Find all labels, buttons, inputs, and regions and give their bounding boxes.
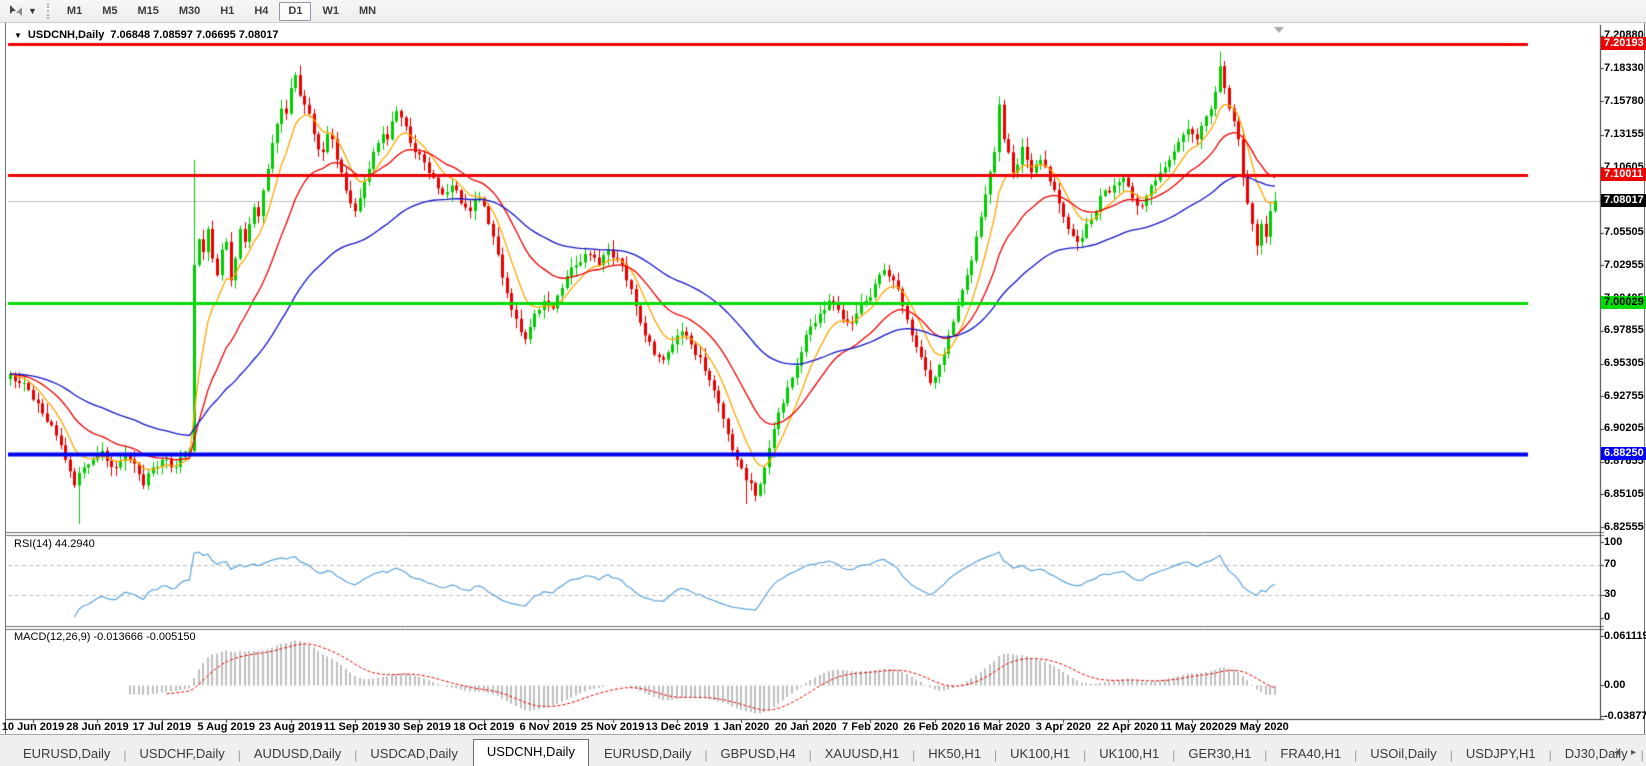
price-level-badge: 7.00029 [1601,296,1646,309]
timeframe-button-h4[interactable]: H4 [254,4,269,17]
date-axis-tick: 20 Jan 2020 [774,721,837,733]
date-axis-tick: 28 Jun 2019 [66,721,129,733]
timeframe-button-m15[interactable]: M15 [137,4,159,17]
tabs-scroll-left-icon[interactable]: ◂ [1613,747,1619,758]
chart-tab-xauusd[interactable]: XAUUSD,H1 [824,746,900,761]
chart-tab-audusd[interactable]: AUDUSD,Daily [253,746,342,761]
chart-tab-uk100[interactable]: UK100,H1 [1010,746,1071,761]
date-axis-tick: 18 Oct 2019 [453,721,515,733]
rsi-panel-title: RSI(14) 44.2940 [14,538,95,550]
date-axis-tick: 11 May 2020 [1160,721,1224,733]
rsi-axis-tick: 30 [1604,588,1617,601]
tab-separator: | [1449,748,1453,762]
date-axis-tick: 3 Apr 2020 [1035,721,1092,733]
chart-tabbar: EURUSD,Daily | USDCHF,Daily | AUDUSD,Daily | U… [0,734,1646,766]
timeframe-toolbar: ▼ M1 M5 M15 M30 H1 H4 D1 W1 MN [0,0,1646,23]
price-axis-tick: 6.85105 [1604,487,1644,500]
rsi-axis-tick: 70 [1604,558,1617,571]
timeframe-button-mn[interactable]: MN [358,4,377,17]
timeframe-button-d1[interactable]: D1 [279,1,312,21]
tab-separator: | [354,748,358,762]
timeframe-button-h1[interactable]: H1 [220,4,235,17]
macd-panel-title: MACD(12,26,9) -0.013666 -0.005150 [14,631,196,643]
chart-tab-ger30[interactable]: GER30,H1 [1188,746,1252,761]
price-axis-tick: 7.02955 [1604,258,1644,271]
price-axis-tick: 6.87655 [1604,455,1644,468]
chart-tab-usdcnh[interactable]: USDCNH,Daily [472,739,589,766]
price-axis-tick: 6.97855 [1604,324,1644,337]
chart-tab-usdjpy[interactable]: USDJPY,H1 [1465,746,1536,761]
tab-separator: | [1640,748,1644,762]
date-axis-tick: 22 Apr 2020 [1097,721,1159,733]
tabs-scroll-right-icon[interactable]: ▸ [1630,747,1636,758]
timeframe-button-w1[interactable]: W1 [322,4,339,17]
chart-tab-gbpusd[interactable]: GBPUSD,H4 [720,746,796,761]
macd-axis-tick: 0.00 [1604,678,1626,691]
tab-separator: | [1083,748,1087,762]
tab-separator: | [1172,748,1176,762]
chart-title: ▼ USDCNH,Daily 7.06848 7.08597 7.06695 7… [14,29,279,41]
timeframe-button-m5[interactable]: M5 [102,4,118,17]
price-axis-tick: 6.82555 [1604,520,1644,533]
chart-ohlc-values: 7.06848 7.08597 7.06695 7.08017 [110,29,279,41]
price-axis-tick: 6.90205 [1604,422,1644,435]
date-axis-tick: 25 Nov 2019 [580,721,645,733]
price-axis-tick: 7.15780 [1604,94,1644,107]
price-axis-tick: 6.95305 [1604,357,1644,370]
date-axis-tick: 5 Aug 2019 [197,721,256,733]
tab-separator: | [237,748,241,762]
chart-tab-usdchf[interactable]: USDCHF,Daily [139,746,225,761]
chart-tab-eurusd[interactable]: EURUSD,Daily [603,746,692,761]
date-axis-tick: 11 Sep 2019 [323,721,387,733]
chart-tab-hk50[interactable]: HK50,H1 [928,746,982,761]
timeframe-button-m1[interactable]: M1 [66,4,83,17]
date-axis-tick: 1 Jan 2020 [713,721,770,733]
tab-separator: | [1548,748,1552,762]
price-level-badge: 6.88250 [1601,447,1646,460]
price-axis-tick: 7.13155 [1604,128,1644,141]
price-level-badge: 7.20193 [1601,37,1646,51]
price-axis-tick: 7.10605 [1604,160,1644,173]
chart-tab-eurusd[interactable]: EURUSD,Daily [23,746,111,761]
date-axis-tick: 29 May 2020 [1224,721,1289,733]
chart-tools-icon[interactable] [6,3,26,19]
tab-separator: | [123,748,127,762]
date-axis-tick: 13 Dec 2019 [645,721,709,733]
timeframe-button-m30[interactable]: M30 [178,4,201,17]
rsi-axis-tick: 100 [1604,535,1623,548]
chart-tab-uk100[interactable]: UK100,H1 [1099,746,1160,761]
price-level-badge: 7.08017 [1601,193,1646,207]
macd-axis-tick: 0.061119 [1604,629,1646,642]
toolbar-grip [46,3,49,19]
price-axis-tick: 7.20880 [1604,29,1644,42]
tab-separator: | [994,748,998,762]
price-axis-tick: 7.05505 [1604,226,1644,239]
rsi-axis-tick: 0 [1604,611,1611,623]
date-axis-tick: 6 Nov 2019 [519,721,577,733]
date-axis-tick: 17 Jul 2019 [132,721,192,733]
chart-tab-dj30[interactable]: DJ30,Daily [1564,746,1628,761]
tab-separator: | [1354,748,1358,762]
tab-separator: | [808,748,812,762]
date-axis-tick: 16 Mar 2020 [967,721,1031,733]
price-axis-tick: 6.92755 [1604,389,1644,402]
chart-tab-usoil[interactable]: USOil,Daily [1370,746,1437,761]
date-axis-tick: 10 Jun 2019 [1,721,65,733]
price-level-badge: 7.10011 [1601,168,1646,182]
tab-separator: | [912,748,916,762]
date-axis-tick: 26 Feb 2020 [903,721,966,733]
chart-tab-fra40[interactable]: FRA40,H1 [1280,746,1342,761]
tab-separator: | [1264,748,1268,762]
date-axis-tick: 7 Feb 2020 [842,721,899,733]
price-axis-tick: 7.18330 [1604,61,1644,74]
chart-title-caret-icon: ▼ [14,30,22,40]
macd-axis-tick: -0.038777 [1604,709,1646,722]
chart-symbol-label: USDCNH,Daily [27,29,105,41]
date-axis-tick: 30 Sep 2019 [387,721,451,733]
tab-separator: | [704,748,708,762]
chart-tab-usdcad[interactable]: USDCAD,Daily [370,746,458,761]
chart-tools-dropdown-icon[interactable]: ▼ [28,6,37,16]
date-axis-tick: 23 Aug 2019 [258,721,323,733]
